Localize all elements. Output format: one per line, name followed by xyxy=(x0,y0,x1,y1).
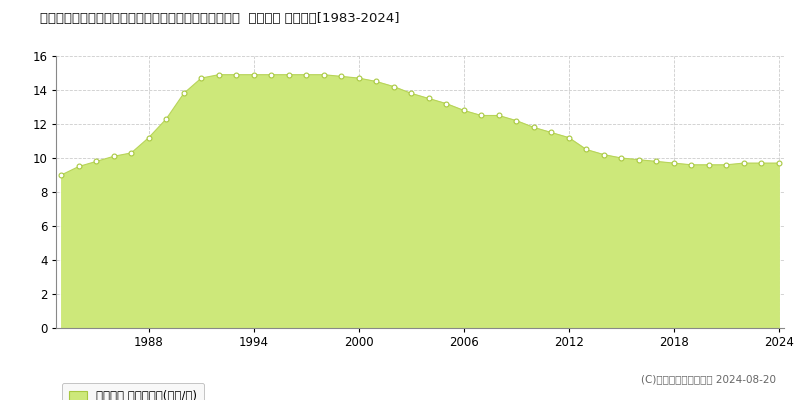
Text: (C)土地価格ドットコム 2024-08-20: (C)土地価格ドットコム 2024-08-20 xyxy=(641,374,776,384)
Legend: 地価公示 平均坪単価(万円/坪): 地価公示 平均坪単価(万円/坪) xyxy=(62,383,204,400)
Text: 栃木県河内郡上三川町大字上三川字冨士山３３５６番４  地価公示 地価推移[1983-2024]: 栃木県河内郡上三川町大字上三川字冨士山３３５６番４ 地価公示 地価推移[1983… xyxy=(40,12,399,25)
